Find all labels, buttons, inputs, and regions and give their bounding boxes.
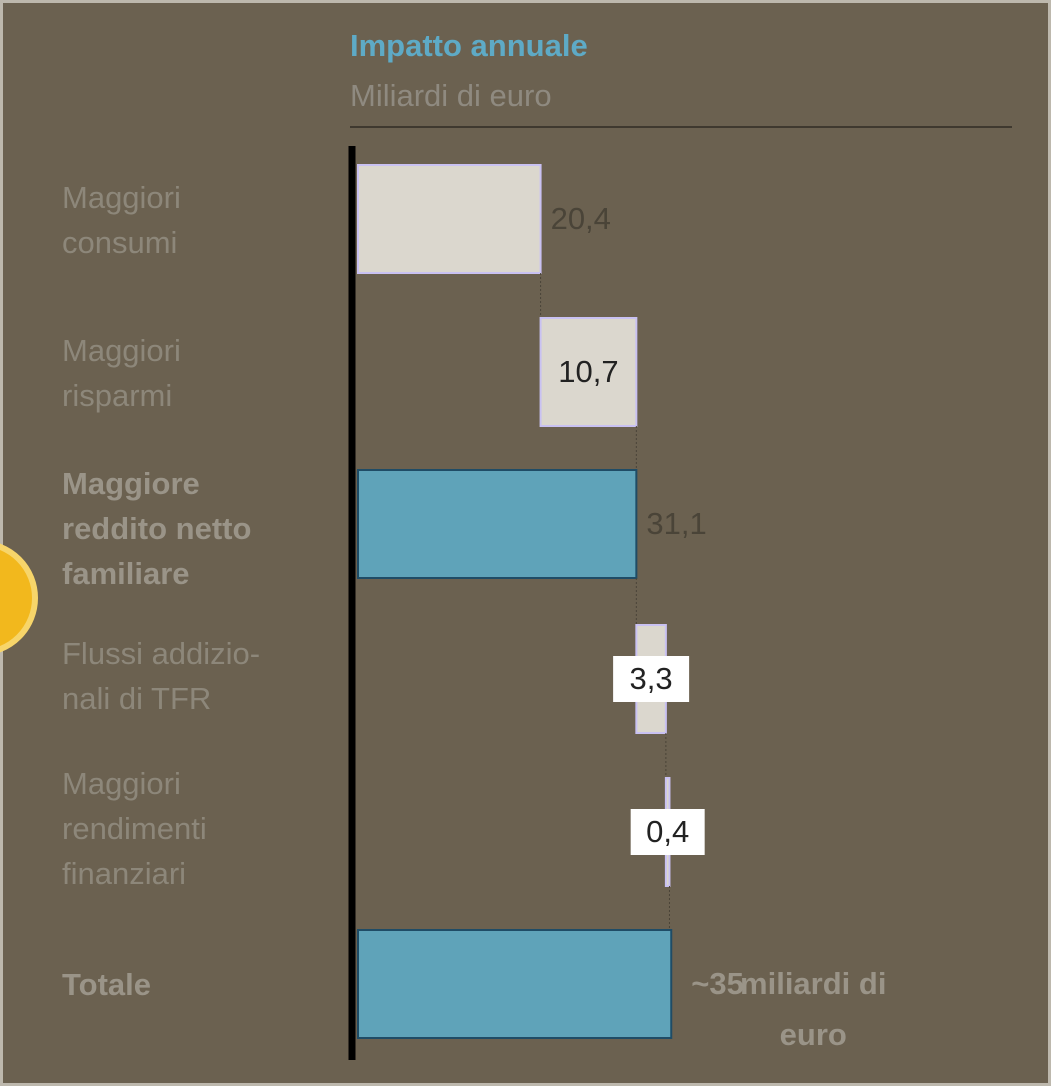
badge-icon bbox=[0, 543, 38, 653]
category-label: Flussi addizio-nali di TFR bbox=[62, 636, 260, 716]
category-label: Totale bbox=[62, 967, 151, 1002]
value-label-box bbox=[613, 656, 690, 702]
total-bar bbox=[357, 469, 638, 579]
value-label: 10,7 bbox=[558, 354, 618, 389]
value-label-box bbox=[630, 809, 705, 855]
value-label: 20,4 bbox=[551, 201, 611, 236]
category-label: Maggiore reddito netto familiare bbox=[62, 466, 251, 591]
bar bbox=[357, 164, 542, 274]
value-label: ~35 bbox=[691, 966, 744, 1001]
total-unit: miliardi di euro bbox=[740, 966, 886, 1052]
category-label: Maggiori consumi bbox=[62, 180, 181, 260]
chart-title: Impatto annuale bbox=[350, 28, 588, 63]
category-label: Maggiori risparmi bbox=[62, 333, 181, 413]
bar bbox=[539, 317, 638, 427]
value-label: 31,1 bbox=[646, 506, 706, 541]
total-bar bbox=[357, 929, 673, 1039]
value-label: 0,4 bbox=[646, 814, 689, 849]
chart-subtitle: Miliardi di euro bbox=[350, 78, 552, 113]
value-label: 3,3 bbox=[630, 661, 673, 696]
category-label: Maggiori rendimenti finanziari bbox=[62, 766, 207, 891]
